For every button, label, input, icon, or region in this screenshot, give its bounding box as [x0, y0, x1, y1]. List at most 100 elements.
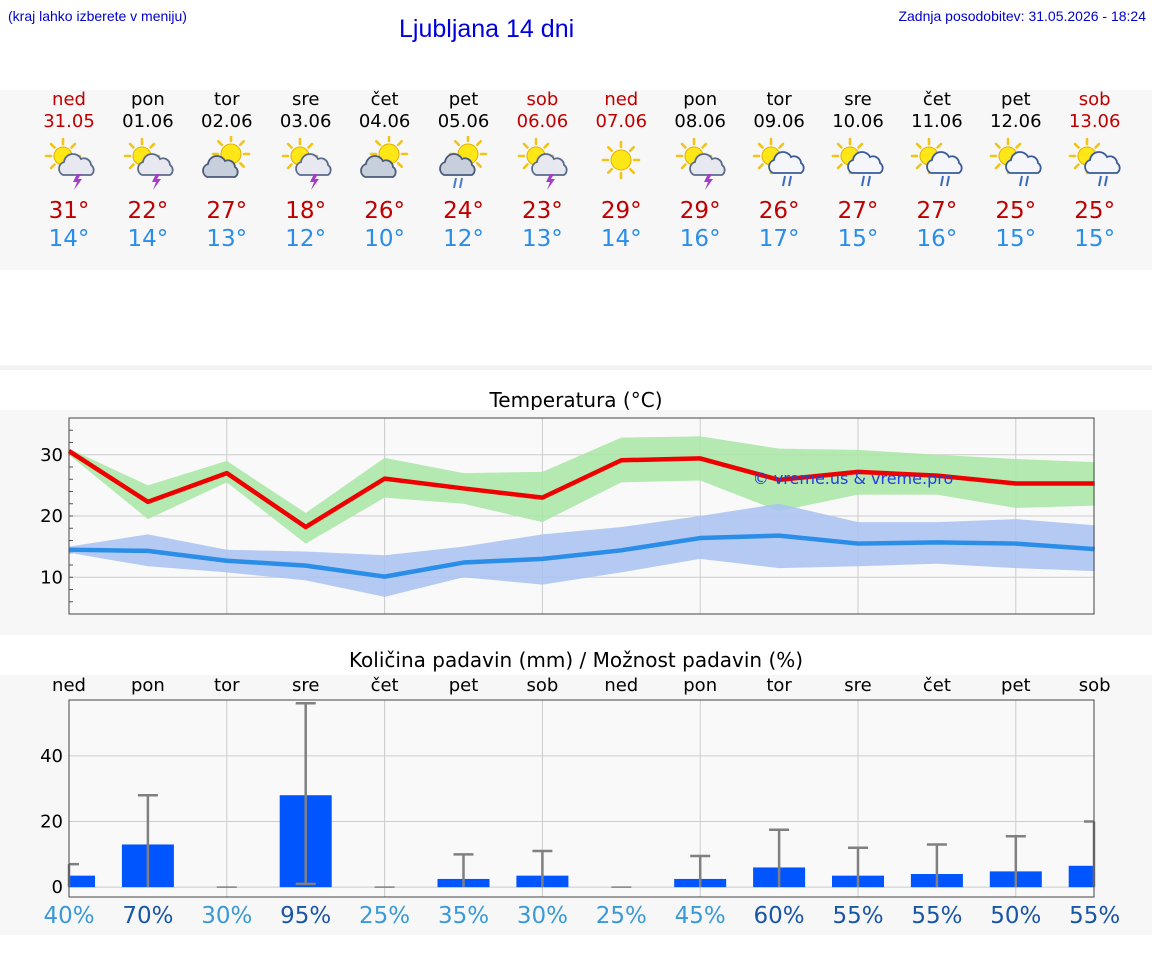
precipitation-probability: 55%: [1069, 903, 1121, 929]
day-date: 06.06: [516, 111, 569, 132]
max-temperature-line: [67, 449, 1095, 530]
max-temperature: 27°: [837, 198, 879, 224]
precipitation-plot-frame: [68, 699, 1095, 898]
precipitation-day-label: čet: [922, 675, 951, 696]
sun-cloud-rain-icon: [831, 137, 884, 187]
temperature-plot-frame: [68, 417, 1095, 615]
max-temperature: 22°: [127, 198, 169, 224]
sun-cloud-thunder-icon: [675, 137, 726, 190]
sun-cloud-icon: [359, 136, 408, 178]
day-date: 04.06: [358, 111, 411, 132]
day-name: sre: [291, 89, 320, 110]
max-temperature: 24°: [443, 198, 484, 224]
min-temperature: 13°: [206, 226, 248, 252]
precipitation-probability: 50%: [990, 903, 1042, 929]
precipitation-day-label: sob: [1078, 675, 1111, 696]
precipitation-probability: 40%: [43, 903, 95, 929]
last-update-label: Zadnja posodobitev: 31.05.2026 - 18:24: [898, 8, 1146, 24]
precipitation-day-label: sre: [844, 675, 872, 696]
precipitation-day-label: ned: [52, 675, 86, 696]
page-title: Ljubljana 14 dni: [399, 15, 575, 43]
sun-cloud-rain-icon: [1068, 137, 1121, 187]
location-hint-link[interactable]: (kraj lahko izberete v meniju): [8, 8, 187, 24]
precipitation-probability: 25%: [359, 903, 411, 929]
sun-cloud-icon: [201, 136, 251, 178]
day-name: pon: [683, 89, 718, 110]
sun-cloud-rain-icon: [989, 137, 1042, 187]
day-name: sob: [1078, 89, 1111, 110]
min-temperature: 16°: [679, 226, 721, 252]
sun-cloud-rain-icon: [910, 137, 963, 187]
precipitation-day-label: čet: [370, 675, 399, 696]
precipitation-probability: 55%: [911, 903, 963, 929]
precipitation-probability: 30%: [516, 903, 568, 929]
day-date: 08.06: [674, 111, 726, 132]
precipitation-probability: 70%: [122, 903, 174, 929]
sun-icon: [601, 140, 641, 180]
max-temperature: 26°: [758, 198, 800, 224]
max-temperature: 29°: [679, 198, 721, 224]
separator-band: [0, 365, 1152, 370]
min-temperature: 16°: [916, 226, 958, 252]
sun-cloud-rain-icon: [752, 137, 805, 187]
y-tick-label: 40: [40, 746, 63, 767]
precipitation-day-label: pon: [130, 675, 165, 696]
precipitation-day-label: sob: [526, 675, 559, 696]
max-temperature: 27°: [916, 198, 958, 224]
min-temperature: 17°: [758, 226, 800, 252]
temperature-chart-title: Temperatura (°C): [489, 388, 663, 412]
day-date: 02.06: [201, 111, 253, 132]
precipitation-day-label: tor: [214, 675, 240, 696]
min-temperature: 12°: [285, 226, 327, 252]
precipitation-day-label: tor: [766, 675, 792, 696]
precipitation-probability: 95%: [280, 903, 332, 929]
y-tick-label: 20: [40, 506, 63, 527]
min-temperature: 10°: [364, 226, 405, 252]
max-temperature: 29°: [600, 198, 642, 224]
day-name: pet: [1001, 89, 1031, 110]
day-name: ned: [52, 89, 86, 110]
min-temperature: 15°: [837, 226, 879, 252]
day-date: 31.05: [43, 111, 95, 132]
precipitation-day-label: pet: [1001, 675, 1031, 696]
precipitation-bar: [1068, 865, 1094, 888]
day-date: 07.06: [595, 111, 648, 132]
day-date: 05.06: [437, 111, 490, 132]
precipitation-probability: 60%: [753, 903, 805, 929]
sun-cloud-thunder-icon: [518, 137, 568, 190]
day-date: 12.06: [990, 111, 1042, 132]
max-temperature: 25°: [995, 198, 1037, 224]
sun-cloud-thunder-icon: [44, 137, 95, 190]
cloud-rain-icon: [438, 136, 487, 189]
day-name: pet: [448, 89, 479, 110]
day-name: čet: [922, 89, 951, 110]
sun-cloud-thunder-icon: [123, 137, 174, 190]
min-temperature-line: [68, 533, 1095, 579]
y-tick-label: 10: [40, 567, 63, 588]
precipitation-bar: [69, 875, 95, 888]
day-date: 09.06: [753, 111, 805, 132]
max-temperature: 26°: [364, 198, 405, 224]
day-name: sob: [526, 89, 559, 110]
daily-forecast-strip: [0, 90, 1152, 270]
precipitation-day-label: ned: [604, 675, 639, 696]
min-temperature: 15°: [995, 226, 1037, 252]
precipitation-day-label: sre: [291, 675, 320, 696]
precipitation-day-label: pet: [448, 675, 479, 696]
min-temperature-range-band: [69, 503, 1095, 597]
precipitation-day-label: pon: [683, 675, 718, 696]
max-temperature: 23°: [522, 198, 563, 224]
max-temperature: 18°: [285, 198, 327, 224]
precipitation-probability: 45%: [674, 903, 726, 929]
max-temperature: 25°: [1074, 198, 1116, 224]
day-name: tor: [214, 89, 240, 110]
day-name: pon: [130, 89, 165, 110]
day-date: 01.06: [122, 111, 174, 132]
precipitation-probability: 30%: [201, 903, 253, 929]
min-temperature: 14°: [48, 226, 90, 252]
min-temperature: 13°: [522, 226, 563, 252]
min-temperature: 15°: [1074, 226, 1116, 252]
precipitation-probability: 55%: [832, 903, 884, 929]
